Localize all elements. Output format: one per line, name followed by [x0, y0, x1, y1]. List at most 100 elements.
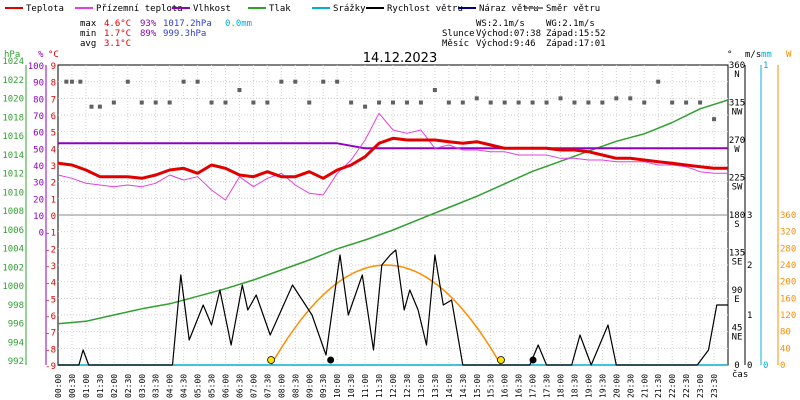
dir-tick-deg: 90	[732, 286, 743, 296]
x-tick: 10:00	[333, 374, 342, 398]
x-tick: 15:30	[487, 374, 496, 398]
hpa-tick: 1024	[2, 57, 24, 67]
temp-tick: -2	[45, 245, 56, 255]
temp-tick: 1	[51, 195, 56, 205]
wind-direction-point	[712, 117, 717, 122]
hpa-tick: 1016	[2, 132, 24, 142]
x-tick: 14:00	[445, 374, 454, 398]
stat-temp: 3.1°C	[104, 39, 131, 49]
legend-label: Náraz větru	[479, 4, 539, 14]
x-tick: 20:00	[612, 374, 621, 398]
stat-wg: WG:2.1m/s	[546, 19, 595, 29]
wind-direction-point	[363, 104, 368, 109]
wind-direction-point	[432, 88, 437, 93]
x-tick: 12:30	[403, 374, 412, 398]
legend-label: Tlak	[269, 4, 291, 14]
wind-direction-point	[153, 100, 158, 105]
x-tick: 17:00	[529, 374, 538, 398]
temp-tick: -9	[45, 362, 56, 372]
x-tick: 07:00	[249, 374, 258, 398]
dir-tick-name: N	[734, 70, 739, 80]
x-tick: 08:30	[291, 374, 300, 398]
x-tick: 23:30	[710, 374, 719, 398]
dir-tick-name: W	[734, 145, 740, 155]
w-tick: 200	[780, 278, 796, 288]
hpa-tick: 1014	[2, 151, 24, 161]
hum-tick: 60	[33, 129, 44, 139]
w-tick: 320	[780, 228, 796, 238]
x-tick: 06:00	[222, 374, 231, 398]
wind-direction-point	[349, 100, 354, 105]
x-tick: 19:30	[598, 374, 607, 398]
ms-unit: m/s	[745, 50, 761, 60]
x-tick: 11:00	[361, 374, 370, 398]
mm-tick: 1	[763, 61, 768, 71]
hum-tick: 70	[33, 112, 44, 122]
chart-date: 14.12.2023	[363, 51, 437, 66]
x-tick: 18:30	[570, 374, 579, 398]
dir-tick-name: NE	[732, 333, 743, 343]
hpa-tick: 1020	[2, 95, 24, 105]
hum-tick: 0	[39, 229, 44, 239]
solar-radiation-curve	[270, 264, 502, 366]
x-tick: 15:00	[473, 374, 482, 398]
wind-direction-point	[377, 100, 382, 105]
ms-tick: 1	[747, 311, 752, 321]
wind-direction-point	[321, 79, 326, 84]
hpa-tick: 1010	[2, 188, 24, 198]
mm-tick: 0	[763, 361, 768, 371]
x-tick: 18:00	[557, 374, 566, 398]
stat-label: min	[80, 29, 96, 39]
sun-label: Slunce	[442, 29, 475, 39]
x-tick: 22:00	[668, 374, 677, 398]
wind-speed-line	[58, 249, 728, 366]
hum-tick: 80	[33, 95, 44, 105]
humidity-line	[58, 142, 728, 150]
hum-tick: 20	[33, 195, 44, 205]
x-tick: 21:30	[654, 374, 663, 398]
temp-tick: -1	[45, 229, 56, 239]
hpa-tick: 1002	[2, 263, 24, 273]
hpa-tick: 1008	[2, 207, 24, 217]
hpa-tick: 1000	[2, 282, 24, 292]
wind-direction-point	[684, 100, 689, 105]
x-tick: 07:30	[263, 374, 272, 398]
wind-direction-point	[698, 100, 703, 105]
wind-direction-point	[97, 104, 102, 109]
wind-direction-point	[195, 79, 200, 84]
hum-tick: 100	[28, 62, 44, 72]
hpa-tick: 1018	[2, 113, 24, 123]
w-tick: 160	[780, 294, 796, 304]
temp-tick: 2	[51, 179, 56, 189]
hpa-tick: 998	[8, 301, 24, 311]
wind-direction-point	[446, 100, 451, 105]
wind-direction-point	[69, 79, 74, 84]
ms-tick: 0	[747, 361, 752, 371]
dir-tick-name: E	[734, 295, 739, 305]
x-tick: 02:00	[110, 374, 119, 398]
hum-tick: 90	[33, 79, 44, 89]
stats-block: max 4.6°C 93% 1017.2hPa 0.0mm min 1.7°C 89% 999.…	[80, 19, 606, 49]
temp-tick: 9	[51, 62, 56, 72]
wind-direction-point	[335, 79, 340, 84]
wind-direction-point	[78, 79, 83, 84]
x-tick: 19:00	[584, 374, 593, 398]
wind-direction-point	[572, 100, 577, 105]
temp-tick: -3	[45, 262, 56, 272]
x-unit: čas	[732, 369, 748, 380]
wind-direction-point	[181, 79, 186, 84]
wind-direction-point	[502, 100, 507, 105]
temp-tick: -4	[45, 279, 56, 289]
legend-label: Srážky	[333, 4, 366, 14]
w-tick: 280	[780, 244, 796, 254]
wind-direction-point	[642, 100, 647, 105]
x-tick: 05:00	[194, 374, 203, 398]
dir-tick-deg: 135	[729, 249, 745, 259]
temp-tick: -5	[45, 295, 56, 305]
temp-tick: 8	[51, 79, 56, 89]
stat-rain: 0.0mm	[225, 19, 252, 29]
w-tick: 240	[780, 261, 796, 271]
moonrise: Východ:9:46	[476, 39, 536, 49]
x-tick: 10:30	[347, 374, 356, 398]
temp-tick: -6	[45, 312, 56, 322]
